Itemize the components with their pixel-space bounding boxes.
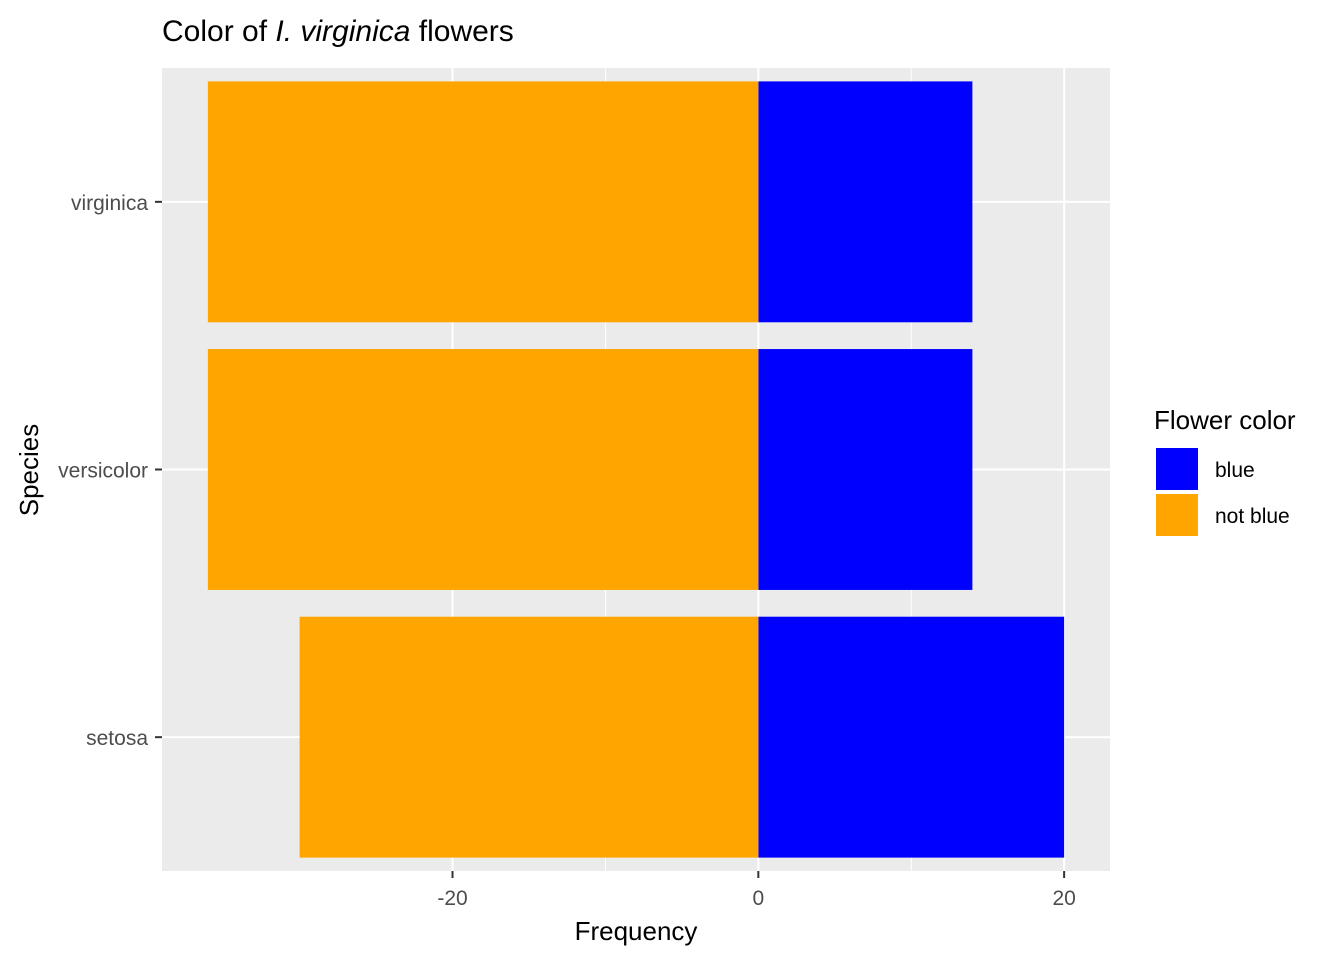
bar-blue-versicolor: [758, 349, 973, 590]
legend-label: blue: [1215, 459, 1255, 482]
chart-title-part: flowers: [410, 15, 513, 48]
y-tick-label: versicolor: [58, 460, 148, 483]
y-axis: setosa versicolor virginica: [58, 192, 162, 750]
chart-title: Color of I. virginica flowers: [162, 15, 514, 48]
legend-title: Flower color: [1154, 405, 1296, 435]
legend-key-not-blue: [1154, 492, 1200, 538]
bar-not-blue-virginica: [207, 81, 759, 323]
bar-not-blue-versicolor: [207, 349, 759, 590]
y-tick-label: virginica: [71, 192, 148, 215]
chart-title-part: Color of: [162, 15, 275, 48]
x-axis: -20 0 20: [437, 871, 1076, 910]
chart-title-part: I. virginica: [275, 15, 410, 48]
x-tick-label: 20: [1052, 887, 1075, 910]
bar-not-blue-setosa: [299, 616, 759, 858]
x-axis-title: Frequency: [575, 916, 698, 946]
legend: Flower color blue not blue: [1154, 405, 1296, 538]
legend-key-blue: [1154, 446, 1200, 492]
bar-blue-setosa: [758, 616, 1065, 858]
x-tick-label: -20: [437, 887, 467, 910]
bar-blue-virginica: [758, 81, 973, 323]
y-tick-label: setosa: [86, 727, 148, 750]
x-tick-label: 0: [752, 887, 764, 910]
y-axis-title: Species: [14, 424, 44, 517]
legend-label: not blue: [1215, 505, 1290, 528]
legend-entries: blue not blue: [1154, 446, 1290, 538]
bars: [207, 81, 1065, 858]
